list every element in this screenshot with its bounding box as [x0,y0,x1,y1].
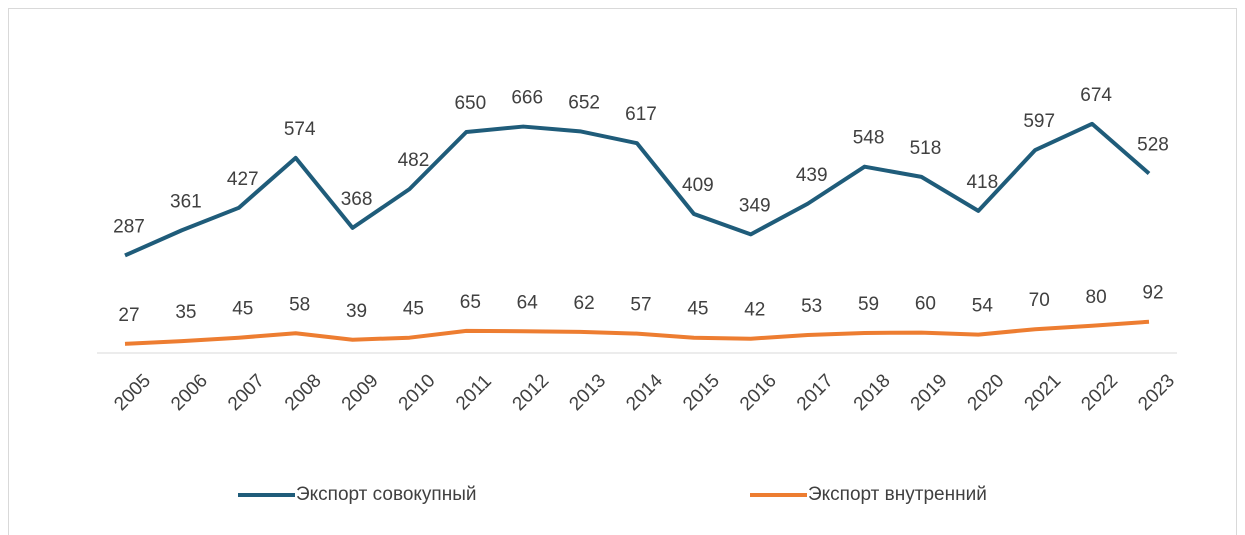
data-label: 427 [227,169,259,190]
data-label: 92 [1142,283,1163,304]
x-tick-label: 2019 [907,370,952,415]
legend-label: Экспорт внутренний [808,484,987,505]
x-tick-label: 2013 [565,370,610,415]
data-label: 58 [289,294,310,315]
x-tick-label: 2020 [964,370,1009,415]
data-label: 42 [744,300,765,321]
data-label: 674 [1080,85,1112,106]
x-tick-label: 2015 [679,370,724,415]
data-label: 54 [972,296,994,317]
data-label: 62 [574,293,595,314]
legend-label: Экспорт совокупный [296,484,476,505]
data-label: 65 [460,292,481,313]
x-tick-label: 2012 [509,370,554,415]
data-label: 597 [1023,111,1055,132]
data-label: 60 [915,294,936,315]
data-label: 287 [113,216,145,237]
x-tick-label: 2005 [110,370,155,415]
x-tick-label: 2008 [281,370,326,415]
data-label: 349 [739,195,771,216]
series-line [124,319,1150,346]
data-label: 70 [1029,290,1050,311]
data-label: 482 [398,150,430,171]
data-label: 650 [454,93,486,114]
data-label: 39 [346,301,367,322]
data-label: 35 [175,302,196,323]
x-tick-label: 2018 [850,370,895,415]
data-label: 409 [682,175,714,196]
data-label: 528 [1137,134,1169,155]
x-tick-label: 2016 [736,370,781,415]
series-line [124,121,1151,258]
chart-frame [8,8,1237,535]
data-label: 652 [568,92,600,113]
data-label: 45 [687,299,708,320]
x-tick-label: 2010 [395,370,440,415]
data-label: 53 [801,296,822,317]
x-tick-label: 2007 [224,370,269,415]
data-label: 59 [858,294,879,315]
x-tick-label: 2009 [338,370,383,415]
x-tick-label: 2023 [1134,370,1179,415]
data-label: 80 [1086,287,1107,308]
data-label: 574 [284,119,316,140]
data-label: 617 [625,104,657,125]
x-tick-label: 2014 [622,370,667,415]
x-tick-label: 2006 [167,370,212,415]
data-label: 45 [232,299,253,320]
data-label: 368 [341,189,373,210]
data-label: 418 [966,172,998,193]
x-tick-label: 2017 [793,370,838,415]
data-label: 64 [517,292,539,313]
data-label: 361 [170,191,202,212]
x-tick-label: 2021 [1021,370,1066,415]
data-label: 548 [853,128,885,149]
data-label: 27 [118,305,139,326]
x-tick-label: 2011 [452,371,496,415]
x-tick-label: 2022 [1077,370,1122,415]
data-label: 666 [511,88,543,109]
data-label: 57 [630,295,651,316]
data-label: 45 [403,299,424,320]
data-label: 518 [910,138,942,159]
data-label: 439 [796,165,828,186]
